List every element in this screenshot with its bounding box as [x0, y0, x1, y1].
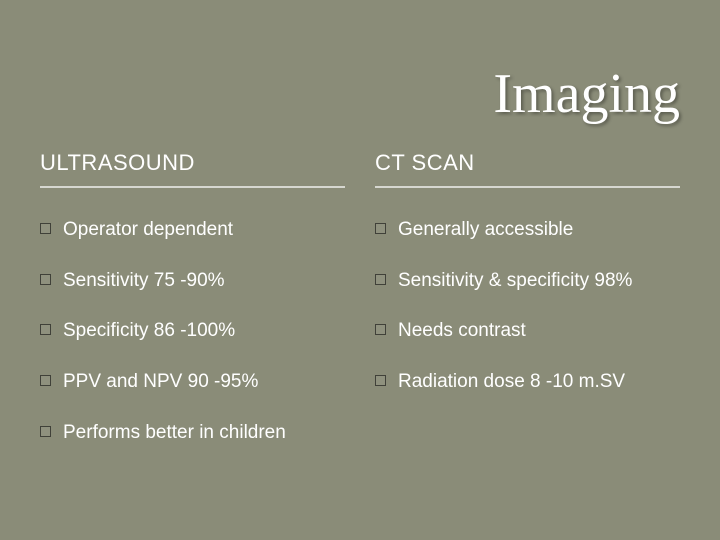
list-item-text: Sensitivity 75 -90% [63, 269, 225, 294]
list-item: Specificity 86 -100% [40, 319, 345, 344]
list-item-text: Performs better in children [63, 421, 286, 446]
checkbox-icon [40, 223, 51, 234]
right-column: CT SCAN Generally accessible Sensitivity… [365, 150, 680, 471]
list-item: Performs better in children [40, 421, 345, 446]
list-item: Needs contrast [375, 319, 680, 344]
checkbox-icon [375, 375, 386, 386]
two-column-layout: ULTRASOUND Operator dependent Sensitivit… [40, 150, 680, 471]
checkbox-icon [375, 324, 386, 335]
list-item-text: Specificity 86 -100% [63, 319, 235, 344]
left-column: ULTRASOUND Operator dependent Sensitivit… [40, 150, 365, 471]
slide-title: Imaging [493, 62, 680, 126]
list-item: Generally accessible [375, 218, 680, 243]
checkbox-icon [40, 274, 51, 285]
list-item: Sensitivity 75 -90% [40, 269, 345, 294]
list-item: PPV and NPV 90 -95% [40, 370, 345, 395]
list-item: Radiation dose 8 -10 m.SV [375, 370, 680, 395]
list-item-text: Radiation dose 8 -10 m.SV [398, 370, 625, 395]
list-item: Sensitivity & specificity 98% [375, 269, 680, 294]
list-item: Operator dependent [40, 218, 345, 243]
checkbox-icon [375, 223, 386, 234]
right-column-header: CT SCAN [375, 150, 680, 188]
list-item-text: Sensitivity & specificity 98% [398, 269, 632, 294]
checkbox-icon [40, 375, 51, 386]
checkbox-icon [40, 324, 51, 335]
checkbox-icon [40, 426, 51, 437]
list-item-text: Operator dependent [63, 218, 233, 243]
list-item-text: Generally accessible [398, 218, 573, 243]
checkbox-icon [375, 274, 386, 285]
list-item-text: Needs contrast [398, 319, 526, 344]
left-column-header: ULTRASOUND [40, 150, 345, 188]
list-item-text: PPV and NPV 90 -95% [63, 370, 258, 395]
